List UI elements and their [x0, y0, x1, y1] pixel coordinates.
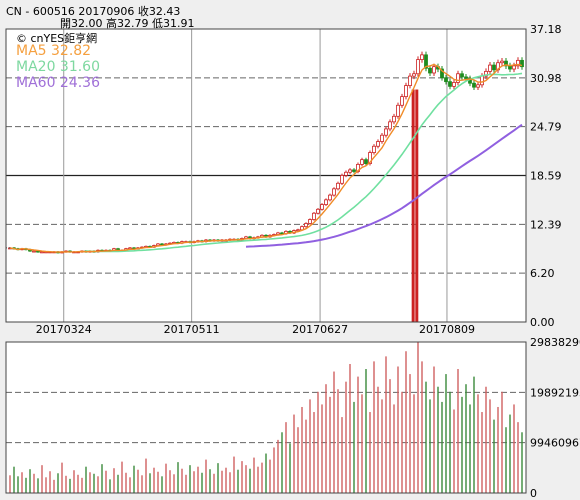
source-label: © cnYES鉅亨網 [16, 32, 98, 45]
candle-body [412, 73, 416, 77]
candle-body [440, 68, 444, 79]
candle-body [452, 82, 456, 87]
candle-body [324, 199, 328, 205]
candle-body [428, 67, 432, 74]
price-y-tick-label: 18.59 [530, 170, 562, 183]
candle-body [504, 60, 508, 67]
candle-body [444, 77, 448, 83]
candle-body [344, 171, 348, 176]
ma60-line [245, 123, 523, 248]
candle-body [432, 66, 436, 74]
candle-body [364, 159, 368, 165]
quote-header-line1: CN - 600516 20170906 收32.43 [6, 5, 181, 18]
legend-ma60: MA60 24.36 [16, 75, 100, 91]
candle-body [472, 82, 476, 88]
candle-body [360, 159, 364, 165]
price-spike-bar [415, 89, 419, 323]
candle-body [520, 59, 524, 68]
candle-body [420, 54, 424, 60]
candle-body [352, 169, 356, 172]
candle-body [500, 60, 504, 64]
volume-gridlines [6, 391, 526, 444]
candle-body [488, 64, 492, 72]
candle-body [376, 141, 380, 147]
ma20-line [85, 72, 523, 253]
volume-y-tick-label: 298382900 [530, 336, 580, 349]
candle-body [516, 59, 520, 67]
candle-body [340, 175, 344, 184]
price-y-tick-label: 12.39 [530, 218, 562, 231]
candle-body [380, 134, 384, 142]
volume-y-tick-label: 99460967 [530, 437, 580, 450]
price-y-tick-label: 30.98 [530, 72, 562, 85]
ma5-line [9, 63, 523, 253]
candle-body [308, 219, 312, 224]
price-y-tick-label: 0.00 [530, 316, 555, 329]
candle-body [332, 188, 336, 196]
candle-body [408, 75, 412, 86]
candle-body [392, 115, 396, 123]
candle-body [280, 232, 284, 235]
x-tick-labels: 20170324 20170511 20170627 20170809 [36, 323, 475, 336]
candle-body [388, 121, 392, 130]
candle-body [396, 104, 400, 117]
price-y-tick-labels: 37.18 30.98 24.79 18.59 12.39 6.20 0.00 [530, 23, 562, 329]
price-y-tick-label: 24.79 [530, 121, 562, 134]
volume-panel-border [5, 341, 527, 494]
candle-body [40, 251, 44, 254]
candle-body [316, 208, 320, 214]
x-tick-label: 20170324 [36, 323, 92, 336]
candle-body [348, 169, 352, 173]
candle-body [484, 70, 488, 77]
legend-ma5: MA5 32.82 [16, 43, 92, 59]
price-y-tick-label: 37.18 [530, 23, 562, 36]
candle-body [416, 59, 420, 75]
volume-y-tick-label: 198921933 [530, 386, 580, 399]
candle-body [32, 250, 36, 253]
candle-body [328, 194, 332, 201]
candle-body [368, 152, 372, 165]
candle-body [448, 81, 452, 87]
price-panel-border [5, 28, 527, 323]
quote-header-line2: 開32.00 高32.79 低31.91 [60, 17, 195, 30]
candle-body [512, 65, 516, 70]
volume-y-tick-label: 0 [530, 487, 537, 500]
volume-bar-series [9, 342, 523, 493]
candle-body [336, 182, 340, 190]
price-spike-bar [411, 89, 415, 323]
candle-body [480, 75, 484, 86]
candle-body [456, 73, 460, 83]
candle-body [372, 145, 376, 153]
legend-ma20: MA20 31.60 [16, 59, 100, 75]
price-y-tick-label: 6.20 [530, 267, 555, 280]
candle-body [492, 64, 496, 71]
candle-body [304, 223, 308, 228]
candle-body [464, 76, 468, 79]
candle-body [320, 204, 324, 210]
x-tick-label: 20170809 [419, 323, 475, 336]
candle-body [460, 73, 464, 78]
x-tick-label: 20170511 [164, 323, 220, 336]
candle-body [424, 54, 428, 69]
candle-body [312, 212, 316, 220]
candle-body [384, 128, 388, 136]
candle-body [400, 96, 404, 106]
candle-body [476, 84, 480, 88]
volume-y-tick-labels: 298382900 198921933 99460967 0 [530, 336, 580, 500]
x-tick-label: 20170627 [292, 323, 348, 336]
candle-body [404, 85, 408, 98]
candle-body [296, 229, 300, 232]
